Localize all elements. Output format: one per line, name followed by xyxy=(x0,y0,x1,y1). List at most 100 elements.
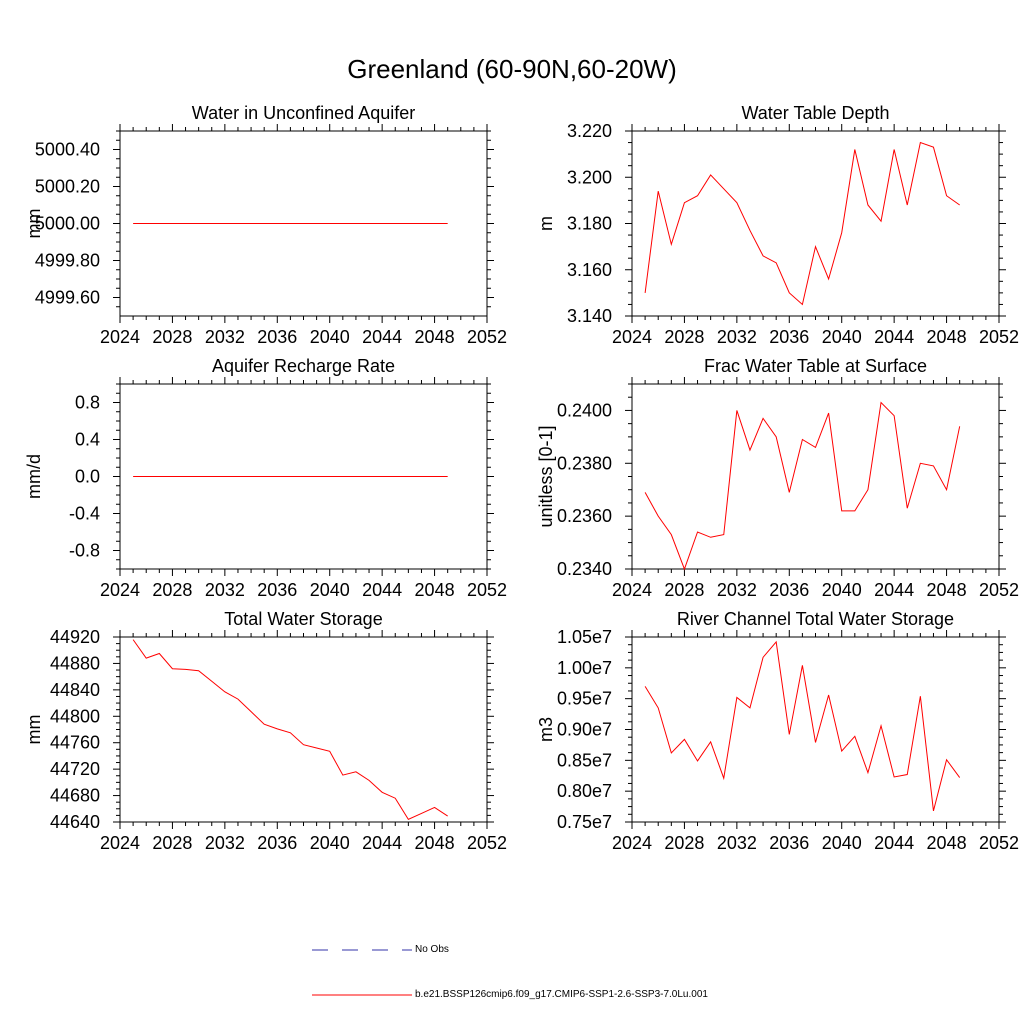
x-tick-label: 2024 xyxy=(100,327,140,347)
y-tick-label: -0.4 xyxy=(69,504,100,524)
panel-6: River Channel Total Water Storage m3 2024 2… xyxy=(536,609,1019,853)
y-axis-label: mm xyxy=(24,715,44,745)
x-tick-label: 2036 xyxy=(769,580,809,600)
y-tick-label: 0.4 xyxy=(75,430,100,450)
x-tick-label: 2048 xyxy=(415,580,455,600)
y-tick-label: 44760 xyxy=(50,733,100,753)
y-tick-label: 0.2380 xyxy=(557,453,612,473)
panel-3: Aquifer Recharge Rate mm/d 2024 2028 2032 203… xyxy=(24,356,507,600)
x-tick-label: 2036 xyxy=(769,327,809,347)
legend-model-label: b.e21.BSSP126cmip6.f09_g17.CMIP6-SSP1-2.… xyxy=(415,989,708,1000)
x-tick-label: 2028 xyxy=(664,327,704,347)
y-tick-label: 0.2340 xyxy=(557,559,612,579)
x-tick-label: 2048 xyxy=(927,580,967,600)
panel-title: River Channel Total Water Storage xyxy=(677,609,954,629)
x-tick-label: 2052 xyxy=(467,327,507,347)
x-tick-label: 2032 xyxy=(205,327,245,347)
y-tick-label: 0.8 xyxy=(75,393,100,413)
x-tick-label: 2052 xyxy=(467,580,507,600)
x-tick-label: 2032 xyxy=(717,833,757,853)
y-tick-label: 44640 xyxy=(50,812,100,832)
legend-obs-swatch xyxy=(312,949,412,951)
y-tick-label: 3.180 xyxy=(567,214,612,234)
x-tick-label: 2036 xyxy=(257,833,297,853)
x-tick-label: 2052 xyxy=(979,327,1019,347)
x-tick-label: 2040 xyxy=(310,580,350,600)
y-tick-label: 44680 xyxy=(50,786,100,806)
y-tick-label: 4999.60 xyxy=(35,288,100,308)
y-tick-label: 3.220 xyxy=(567,121,612,141)
y-tick-label: 44800 xyxy=(50,706,100,726)
y-axis-label: mm/d xyxy=(24,454,44,499)
y-tick-label: 5000.20 xyxy=(35,177,100,197)
x-tick-label: 2028 xyxy=(664,580,704,600)
y-tick-label: 1.05e7 xyxy=(557,627,612,647)
x-tick-label: 2044 xyxy=(874,580,914,600)
x-tick-label: 2048 xyxy=(927,833,967,853)
legend-obs-label: No Obs xyxy=(415,944,449,955)
x-tick-label: 2036 xyxy=(257,580,297,600)
x-tick-label: 2048 xyxy=(927,327,967,347)
x-tick-label: 2032 xyxy=(717,580,757,600)
plot-frame xyxy=(631,383,1000,570)
panel-5: Total Water Storage mm 2024 2028 2032 2036 204… xyxy=(24,609,507,853)
y-tick-label: 0.80e7 xyxy=(557,781,612,801)
x-tick-label: 2052 xyxy=(467,833,507,853)
legend-model-swatch xyxy=(312,994,412,996)
y-axis-label: m xyxy=(536,216,556,231)
y-tick-label: -0.8 xyxy=(69,541,100,561)
x-tick-label: 2044 xyxy=(362,833,402,853)
y-tick-label: 0.0 xyxy=(75,467,100,487)
legend-obs xyxy=(312,943,412,957)
legend-model xyxy=(312,988,412,1002)
x-tick-label: 2024 xyxy=(612,580,652,600)
series-line xyxy=(644,401,961,571)
x-tick-label: 2036 xyxy=(769,833,809,853)
panel-2: Water Table Depth m 2024 2028 2032 2036 2040 20… xyxy=(536,103,1019,347)
x-tick-label: 2040 xyxy=(310,327,350,347)
y-axis-label: m3 xyxy=(536,717,556,742)
y-tick-label: 0.95e7 xyxy=(557,689,612,709)
x-tick-label: 2040 xyxy=(310,833,350,853)
x-tick-label: 2040 xyxy=(822,580,862,600)
plot-frame xyxy=(119,636,488,823)
x-tick-label: 2040 xyxy=(822,833,862,853)
x-tick-label: 2032 xyxy=(205,580,245,600)
x-tick-label: 2024 xyxy=(100,833,140,853)
panel-title: Total Water Storage xyxy=(224,609,382,629)
x-tick-label: 2044 xyxy=(362,580,402,600)
y-axis-label: mm xyxy=(24,209,44,239)
y-tick-label: 44720 xyxy=(50,759,100,779)
x-tick-label: 2024 xyxy=(612,833,652,853)
y-tick-label: 3.160 xyxy=(567,260,612,280)
x-tick-label: 2040 xyxy=(822,327,862,347)
y-axis-label: unitless [0-1] xyxy=(536,425,556,527)
x-tick-label: 2024 xyxy=(100,580,140,600)
series-line xyxy=(132,639,448,820)
y-tick-label: 44840 xyxy=(50,680,100,700)
y-tick-label: 44880 xyxy=(50,653,100,673)
y-tick-label: 0.2360 xyxy=(557,506,612,526)
panel-title: Water Table Depth xyxy=(741,103,889,123)
x-tick-label: 2044 xyxy=(874,327,914,347)
x-tick-label: 2028 xyxy=(152,580,192,600)
figure-title: Greenland (60-90N,60-20W) xyxy=(347,54,677,84)
y-tick-label: 3.200 xyxy=(567,167,612,187)
panel-4: Frac Water Table at Surface unitless [0-1… xyxy=(536,356,1019,600)
panel-1: Water in Unconfined Aquifer mm 2024 2028 203… xyxy=(24,103,507,347)
x-tick-label: 2036 xyxy=(257,327,297,347)
plot-frame xyxy=(631,130,1000,317)
y-tick-label: 44920 xyxy=(50,627,100,647)
y-tick-label: 0.2400 xyxy=(557,400,612,420)
y-tick-label: 0.85e7 xyxy=(557,750,612,770)
y-tick-label: 3.140 xyxy=(567,306,612,326)
x-tick-label: 2048 xyxy=(415,833,455,853)
x-tick-label: 2044 xyxy=(874,833,914,853)
y-tick-label: 4999.80 xyxy=(35,251,100,271)
x-tick-label: 2048 xyxy=(415,327,455,347)
y-tick-label: 5000.40 xyxy=(35,140,100,160)
x-tick-label: 2052 xyxy=(979,580,1019,600)
x-tick-label: 2032 xyxy=(205,833,245,853)
x-tick-label: 2028 xyxy=(152,327,192,347)
